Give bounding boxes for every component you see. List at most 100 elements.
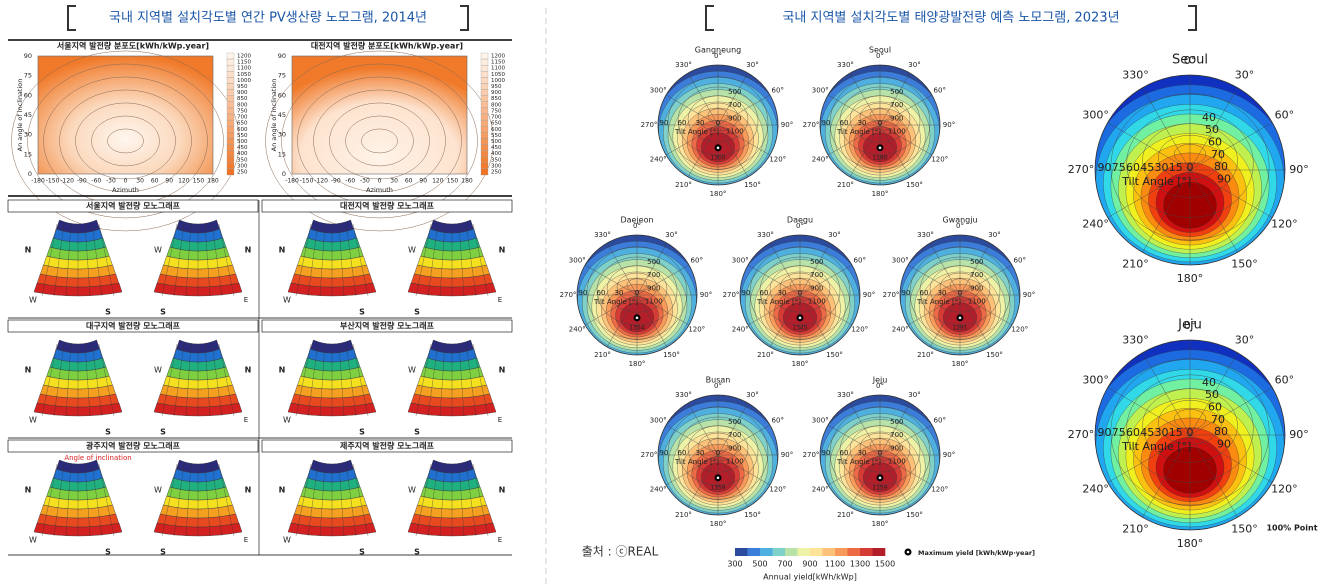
tilt-tick: 30 [1155,426,1169,439]
x-tick-label: 90 [165,178,173,185]
azimuth-label: 0° [956,222,964,230]
azimuth-label: 30° [1235,69,1255,82]
azimuth-label: 60° [772,87,784,95]
legend-label: 800 [491,102,502,108]
legend-swatch [226,83,235,90]
tilt-tick: 0 [716,449,720,457]
city-name: Seoul [869,46,891,55]
dome-rib [173,463,185,537]
azimuth-label: 240° [892,326,909,334]
tilt-tick: 60 [760,289,769,297]
tilt-tick: 75 [1112,161,1126,174]
legend-swatch [480,107,489,115]
compass: E [498,296,502,304]
azimuth-label: 330° [1122,69,1149,82]
azimuth-label: 180° [792,360,809,368]
dome-rib [204,343,211,417]
azimuth-label: 210° [1122,522,1149,535]
dome-rib [352,343,369,417]
dome-rib [295,343,312,417]
x-tick-label: -150 [46,178,60,185]
azimuth-label: 0° [796,222,804,230]
x-tick-label: 60 [151,178,159,185]
azimuth-label: 60° [772,417,784,425]
dome-rib [415,343,432,417]
azimuth-label: 300° [569,257,586,265]
dome-rib [204,463,211,537]
azimuth-label: 330° [1122,334,1149,347]
dome-rib [218,223,235,297]
dome-rib [307,463,319,537]
tilt-tick: 90 [660,449,669,457]
tilt-tick: 30 [696,119,705,127]
tilt-label: Tilt Angle [°] [1121,440,1191,453]
compass: W [283,296,291,305]
max-dot [878,146,882,150]
tilt-tick: 15 [1169,161,1183,174]
azimuth-label: 180° [872,520,889,528]
legend-label: 900 [491,90,502,96]
mono-title: 제주지역 발전량 모노그래프 [340,441,435,451]
tilt-label: Tilt Angle [°] [674,128,719,136]
y-tick-label: 90 [278,52,286,60]
azimuth-label: 120° [931,156,948,164]
tilt-tick: 30 [615,289,624,297]
azimuth-label: 210° [675,511,692,519]
colorbar-cell [772,548,786,556]
azimuth-label: 30° [1235,334,1255,347]
azimuth-label: 120° [1271,218,1298,231]
dome-rib [173,223,185,297]
contour-label: 900 [890,444,903,452]
dome-rib [295,223,312,297]
contour-label: 900 [728,444,741,452]
azimuth-label: 240° [812,486,829,494]
city-name: Jeju [872,376,888,385]
x-tick-label: 180 [461,178,473,185]
contour-label: 500 [810,258,823,266]
x-tick-label: 150 [447,178,459,185]
contour-label: 1100 [888,458,906,466]
dome-rib [185,223,192,297]
contour-label: 700 [728,101,741,109]
compass: S [105,428,111,437]
compass: W [283,416,291,425]
azimuth-label: 30° [908,61,920,69]
azimuth-label: 150° [1231,257,1258,270]
legend-swatch [480,126,489,133]
azimuth-label: 330° [594,231,611,239]
azimuth-label: 150° [744,181,761,189]
compass: W [29,536,37,545]
legend-swatch [480,168,489,176]
azimuth-label: 270° [723,291,740,299]
azimuth-label: 120° [851,326,868,334]
tilt-tick: 90 [742,289,751,297]
compass: N [279,246,286,255]
azimuth-label: 90° [1289,428,1309,441]
y-tick-label: 30 [278,131,286,139]
legend-swatch [226,52,235,60]
azimuth-label: 210° [917,351,934,359]
panel-title: 국내 지역별 설치각도별 연간 PV생산량 노모그램, 2014년 [109,11,427,26]
rim [739,234,861,356]
tilt-tick: 90 [902,289,911,297]
x-tick-label: 0 [378,178,382,185]
contour-field [37,55,214,175]
azimuth-label: 300° [732,257,749,265]
dome-rib [472,343,489,417]
compass: N [279,486,286,495]
rim [657,394,779,516]
y-tick-label: 60 [278,91,286,99]
source: 출처 : ⓒREAL [582,545,659,559]
compass: N [245,366,252,375]
azimuth-label: 210° [1122,257,1149,270]
contour-label: 900 [890,114,903,122]
azimuth-label: 300° [1082,109,1109,122]
contour-label: 1100 [968,298,986,306]
azimuth-label: 300° [650,417,667,425]
tilt-tick: 0 [798,289,802,297]
compass: W [154,366,162,375]
x-tick-label: 150 [193,178,205,185]
legend-label: 400 [237,151,248,157]
dome-rib [53,223,65,297]
